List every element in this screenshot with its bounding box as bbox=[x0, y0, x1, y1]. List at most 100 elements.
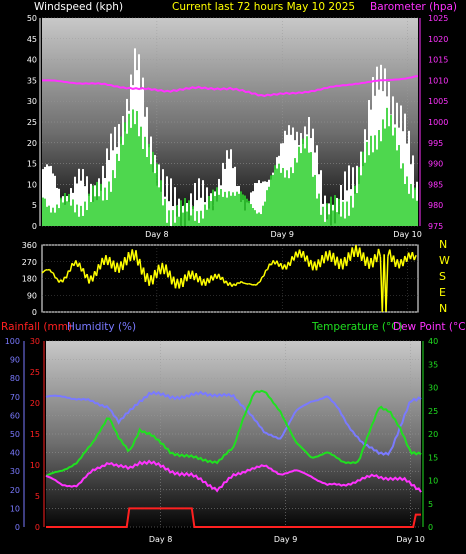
climate-grid bbox=[46, 340, 421, 528]
gust-bar bbox=[208, 195, 210, 226]
gust-bar bbox=[252, 207, 254, 226]
gust-bar bbox=[382, 119, 384, 226]
direction-segment bbox=[69, 262, 73, 272]
gust-bar bbox=[148, 143, 150, 226]
direction-segment bbox=[389, 249, 393, 263]
direction-y-tick-label: 360 bbox=[22, 241, 37, 250]
direction-segment bbox=[52, 272, 56, 278]
gust-bar bbox=[212, 189, 214, 226]
climate-series bbox=[45, 389, 422, 528]
gust-bar bbox=[102, 200, 104, 226]
gust-bar bbox=[410, 184, 412, 226]
climate-axes: 0 10 20 30 40 50 60 70 80 90 100 0 5 10 15 20 25 30 0 5 10 15… bbox=[5, 337, 438, 532]
gust-bar bbox=[258, 212, 260, 226]
gust-bar bbox=[298, 146, 300, 226]
gust-bar bbox=[144, 136, 146, 226]
direction-segment bbox=[306, 255, 310, 267]
wind-bar bbox=[352, 167, 354, 226]
direction-segment bbox=[257, 281, 261, 284]
wind-y-tick-label: 5 bbox=[32, 201, 37, 210]
rain-y-tick-label: 0 bbox=[35, 523, 40, 532]
direction-segment bbox=[413, 254, 417, 261]
barometer-y-tick-label: 985 bbox=[428, 180, 443, 189]
direction-segment bbox=[61, 276, 66, 283]
rain-y-tick-label: 10 bbox=[30, 461, 40, 470]
gust-bar bbox=[204, 204, 206, 226]
gust-bar bbox=[304, 148, 306, 226]
wind-bar bbox=[170, 178, 172, 226]
dir-letter-n-top: N bbox=[439, 238, 447, 251]
wind-bar bbox=[400, 105, 402, 226]
gust-bar bbox=[256, 213, 258, 226]
gust-bar bbox=[244, 195, 246, 226]
gust-bar bbox=[108, 181, 110, 226]
gust-bar bbox=[96, 181, 98, 226]
temperature-y-tick-label: 25 bbox=[428, 407, 438, 416]
barometer-y-tick-label: 1000 bbox=[428, 118, 448, 127]
direction-segment bbox=[411, 251, 415, 261]
humidity-y-tick-label: 0 bbox=[15, 523, 20, 532]
barometer-label: Barometer (hpa) bbox=[370, 1, 457, 13]
humidity-y-tick-label: 40 bbox=[10, 449, 20, 458]
gust-bar bbox=[272, 174, 274, 226]
gust-bar bbox=[332, 210, 334, 226]
gust-bar bbox=[398, 145, 400, 226]
gust-bar bbox=[66, 201, 68, 226]
direction-segment bbox=[99, 257, 103, 270]
gust-bar bbox=[314, 174, 316, 226]
gust-bar bbox=[100, 183, 102, 226]
gust-bar bbox=[312, 176, 314, 226]
gust-bar bbox=[156, 163, 158, 226]
gust-bar bbox=[82, 215, 84, 226]
temperature-label: Temperature (°C) bbox=[311, 321, 403, 333]
gust-bar bbox=[64, 193, 66, 226]
dewpoint-line bbox=[45, 459, 422, 493]
gust-bar bbox=[152, 151, 154, 226]
gust-bar bbox=[48, 205, 50, 226]
dewpoint-label: Dew Point (°C) bbox=[393, 321, 466, 333]
gust-bar bbox=[396, 150, 398, 226]
gust-bar bbox=[248, 200, 250, 226]
gust-bar bbox=[74, 212, 76, 226]
gust-bar bbox=[76, 204, 78, 226]
gust-bar bbox=[54, 212, 56, 226]
gust-bar bbox=[364, 162, 366, 226]
gust-bar bbox=[266, 190, 268, 226]
gust-bar bbox=[288, 178, 290, 226]
rain-y-tick-label: 30 bbox=[30, 337, 40, 346]
gust-bar bbox=[166, 222, 168, 226]
gust-bar bbox=[80, 205, 82, 226]
direction-segment bbox=[402, 255, 406, 267]
gust-bar bbox=[250, 204, 252, 226]
dir-letter-s: S bbox=[439, 270, 446, 283]
gust-bar bbox=[126, 133, 128, 226]
gust-bar bbox=[336, 212, 338, 226]
gust-bar bbox=[318, 193, 320, 226]
barometer-line bbox=[42, 75, 419, 98]
gust-bar bbox=[130, 127, 132, 226]
direction-segment bbox=[218, 273, 222, 281]
gust-bar bbox=[300, 153, 302, 226]
gust-bar bbox=[302, 138, 304, 226]
wind-y-tick-label: 10 bbox=[27, 180, 37, 189]
direction-grid bbox=[42, 244, 418, 313]
gust-bar bbox=[262, 205, 264, 226]
gust-bar bbox=[52, 207, 54, 226]
gust-bar bbox=[378, 130, 380, 226]
gust-bar bbox=[228, 191, 230, 226]
direction-letters: N W S E N bbox=[439, 238, 450, 315]
wind-bar bbox=[162, 169, 164, 226]
gust-bar bbox=[240, 191, 242, 226]
wind-y-tick-label: 45 bbox=[27, 35, 37, 44]
gust-bar bbox=[226, 197, 228, 226]
direction-segment bbox=[265, 268, 268, 271]
direction-y-tick-label: 0 bbox=[32, 308, 37, 317]
gust-bar bbox=[384, 128, 386, 226]
direction-segment bbox=[261, 275, 265, 278]
direction-segment bbox=[375, 248, 380, 263]
gust-bar bbox=[188, 200, 190, 226]
direction-segment bbox=[302, 250, 306, 262]
direction-segment bbox=[244, 282, 248, 285]
wind-bar bbox=[58, 188, 60, 226]
gust-bar bbox=[94, 196, 96, 226]
